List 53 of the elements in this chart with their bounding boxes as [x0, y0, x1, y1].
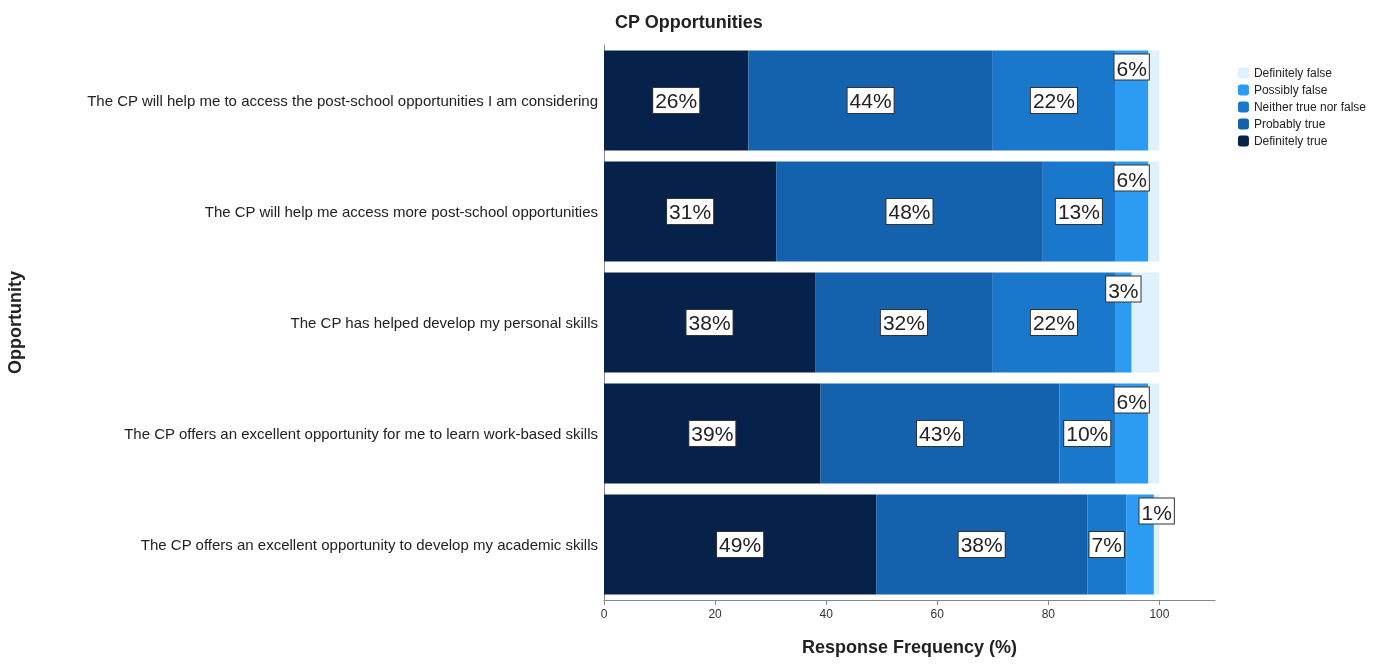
- x-tick-label: 40: [819, 607, 834, 621]
- data-label: 22%: [1032, 89, 1075, 112]
- data-label: 6%: [1116, 56, 1147, 80]
- bar: [604, 383, 821, 484]
- y-axis-title: Opportunity: [5, 271, 25, 374]
- bar: [992, 50, 1116, 151]
- x-tick-label: 100: [1149, 607, 1170, 621]
- bar: [820, 383, 1060, 484]
- bar: [876, 494, 1088, 595]
- data-label: 44%: [849, 89, 892, 112]
- bar: [1148, 50, 1160, 151]
- legend-label: Definitely true: [1253, 134, 1328, 148]
- data-label: 38%: [688, 311, 731, 334]
- data-label: 49%: [719, 533, 762, 556]
- legend-label: Probably true: [1253, 117, 1326, 131]
- x-tick-label: 80: [1041, 607, 1056, 621]
- bar: [1148, 383, 1160, 484]
- y-tick-label: The CP will help me access more post-school opportunities: [204, 203, 598, 220]
- data-label: 38%: [960, 533, 1003, 556]
- data-label: 39%: [691, 422, 734, 445]
- bar: [1148, 161, 1160, 262]
- data-label: 3%: [1108, 278, 1139, 302]
- data-label: 13%: [1057, 200, 1100, 223]
- data-label: 7%: [1091, 533, 1122, 556]
- data-label: 6%: [1116, 389, 1147, 413]
- chart-title: CP Opportunities: [615, 12, 763, 32]
- x-tick-label: 20: [708, 607, 723, 621]
- data-label: 48%: [888, 200, 931, 223]
- bar: [604, 161, 777, 262]
- bar: [604, 50, 749, 151]
- bar: [604, 494, 877, 595]
- data-label: 6%: [1116, 167, 1147, 191]
- legend-label: Neither true nor false: [1253, 100, 1367, 114]
- bar: [776, 161, 1043, 262]
- x-tick-label: 0: [600, 607, 608, 621]
- bar: [748, 50, 993, 151]
- data-label: 1%: [1141, 500, 1172, 524]
- y-tick-label: The CP will help me to access the post-school opportunities I am considering: [87, 92, 598, 109]
- legend-label: Definitely false: [1253, 66, 1333, 80]
- data-label: 43%: [919, 422, 962, 445]
- y-tick-label: The CP offers an excellent opportunity for me to learn work-based skills: [124, 425, 598, 442]
- data-label: 31%: [669, 200, 712, 223]
- x-tick-label: 60: [930, 607, 945, 621]
- x-axis-title: Response Frequency (%): [801, 637, 1018, 657]
- bar: [604, 272, 816, 373]
- data-label: 32%: [882, 311, 925, 334]
- data-label: 22%: [1032, 311, 1075, 334]
- y-tick-label: The CP offers an excellent opportunity to develop my academic skills: [140, 536, 598, 553]
- legend-label: Possibly false: [1253, 83, 1328, 97]
- data-label: 26%: [655, 89, 698, 112]
- data-label: 10%: [1066, 422, 1109, 445]
- y-tick-label: The CP has helped develop my personal skills: [290, 314, 598, 331]
- bar: [815, 272, 993, 373]
